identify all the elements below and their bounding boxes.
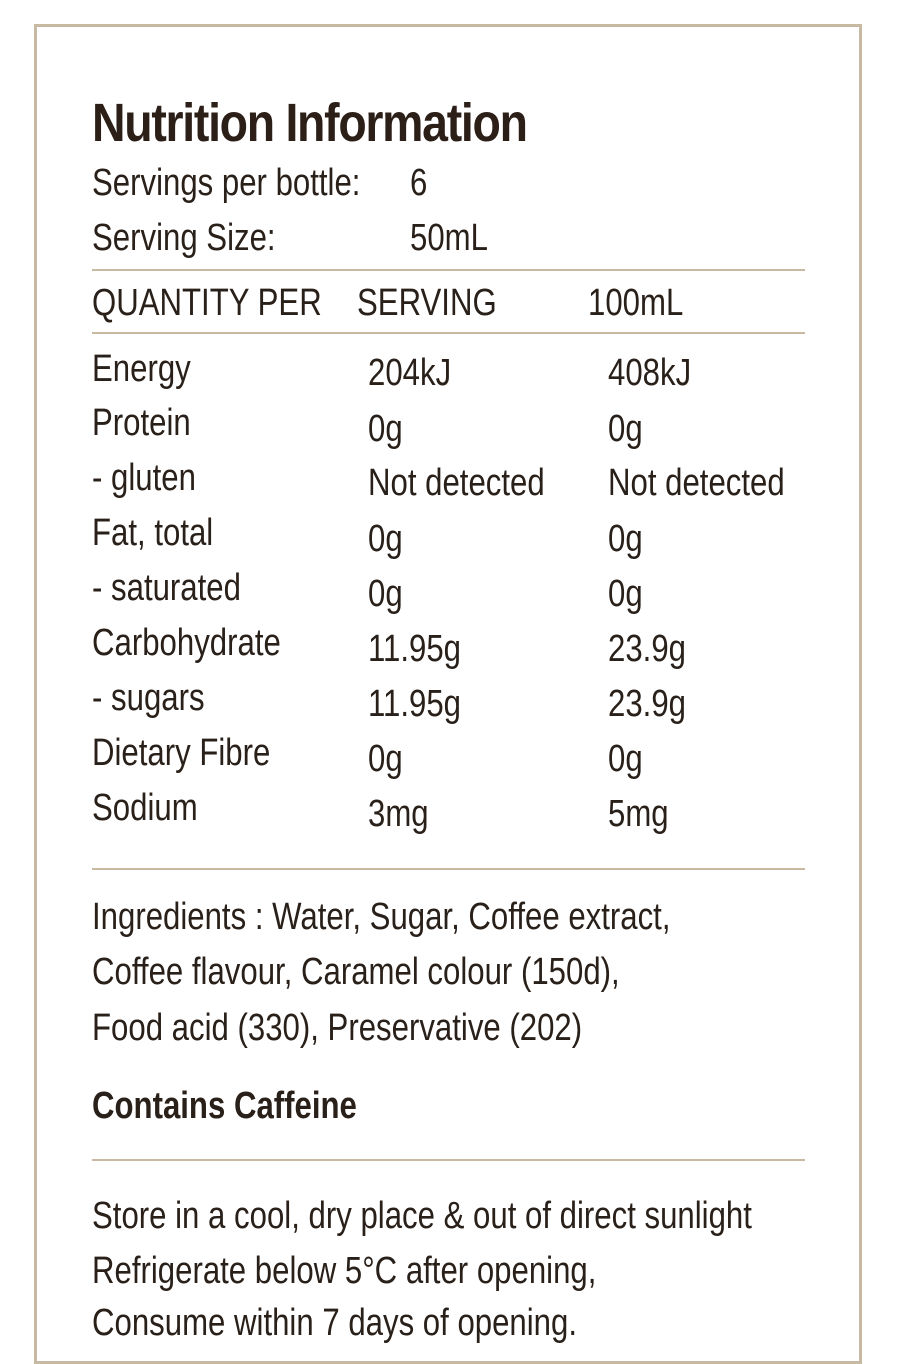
caffeine-notice: Contains Caffeine <box>92 1085 357 1127</box>
row-per100: 408kJ <box>608 352 692 394</box>
storage-line: Consume within 7 days of opening. <box>92 1302 578 1344</box>
panel-title: Nutrition Information <box>92 93 528 153</box>
row-per100: 0g <box>608 518 643 560</box>
row-serving: 0g <box>368 738 403 780</box>
row-per100: 23.9g <box>608 683 686 725</box>
row-per100: 0g <box>608 408 643 450</box>
row-serving: 204kJ <box>368 352 452 394</box>
row-serving: 0g <box>368 518 403 560</box>
row-per100: 23.9g <box>608 628 686 670</box>
row-name: Fat, total <box>92 512 214 554</box>
row-name: Carbohydrate <box>92 622 281 664</box>
header-100ml: 100mL <box>588 282 684 324</box>
servings-per-bottle-value: 6 <box>410 162 428 204</box>
divider-header <box>92 332 805 334</box>
row-per100: 0g <box>608 573 643 615</box>
nutrition-panel <box>34 24 862 1364</box>
row-serving: 11.95g <box>368 628 461 670</box>
row-per100: 0g <box>608 738 643 780</box>
storage-line: Store in a cool, dry place & out of dire… <box>92 1195 752 1237</box>
row-name: - saturated <box>92 567 241 609</box>
servings-per-bottle-label: Servings per bottle: <box>92 162 361 204</box>
header-serving: SERVING <box>357 282 497 324</box>
row-serving: 0g <box>368 573 403 615</box>
row-name: Protein <box>92 402 191 444</box>
row-serving: 0g <box>368 408 403 450</box>
row-name: - sugars <box>92 677 205 719</box>
divider-storage <box>92 1159 805 1161</box>
row-name: Sodium <box>92 787 198 829</box>
ingredients-line: Coffee flavour, Caramel colour (150d), <box>92 951 620 993</box>
row-name: - gluten <box>92 457 196 499</box>
header-quantity-per: QUANTITY PER <box>92 282 322 324</box>
storage-line: Refrigerate below 5°C after opening, <box>92 1250 597 1292</box>
serving-size-label: Serving Size: <box>92 217 276 259</box>
row-per100: Not detected <box>608 462 785 504</box>
serving-size-value: 50mL <box>410 217 488 259</box>
ingredients-line: Food acid (330), Preservative (202) <box>92 1007 583 1049</box>
ingredients-line: Ingredients : Water, Sugar, Coffee extra… <box>92 896 671 938</box>
row-serving: 11.95g <box>368 683 461 725</box>
row-name: Energy <box>92 348 191 390</box>
row-per100: 5mg <box>608 793 669 835</box>
row-serving: Not detected <box>368 462 545 504</box>
divider-top <box>92 269 805 271</box>
row-name: Dietary Fibre <box>92 732 271 774</box>
divider-table-bottom <box>92 868 805 870</box>
row-serving: 3mg <box>368 793 429 835</box>
